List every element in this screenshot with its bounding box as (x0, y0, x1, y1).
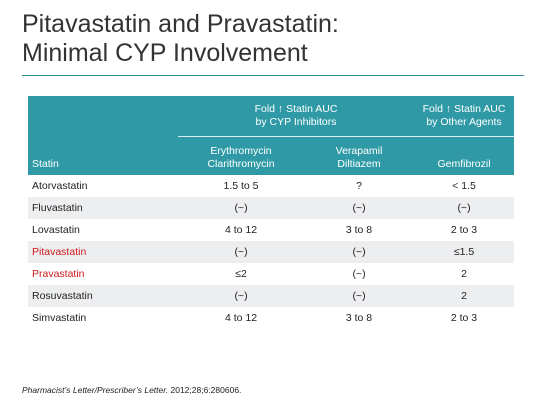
erythromycin-value-cell: 4 to 12 (178, 219, 304, 241)
table-group-header-row: Fold ↑ Statin AUC by CYP Inhibitors Fold… (28, 96, 514, 137)
cyp-inhibitors-group-header: Fold ↑ Statin AUC by CYP Inhibitors (178, 96, 414, 137)
gemfibrozil-value-cell: 2 to 3 (414, 307, 514, 329)
slide-title: Pitavastatin and Pravastatin: Minimal CY… (22, 10, 339, 68)
table-row: Lovastatin 4 to 12 3 to 8 2 to 3 (28, 219, 514, 241)
statin-name-cell: Atorvastatin (28, 175, 178, 197)
verapamil-value-cell: 3 to 8 (304, 219, 414, 241)
gemfibrozil-value-cell: < 1.5 (414, 175, 514, 197)
other-group-header-line-1: Fold ↑ Statin AUC (422, 103, 506, 115)
slide-title-line-1: Pitavastatin and Pravastatin: (22, 10, 339, 38)
verapamil-value-cell: (~) (304, 197, 414, 219)
gemfibrozil-value-cell: 2 (414, 285, 514, 307)
statin-name-cell: Lovastatin (28, 219, 178, 241)
table-row: Pravastatin ≤2 (~) 2 (28, 263, 514, 285)
gemfibrozil-column-header: Gemfibrozil (414, 136, 514, 175)
verapamil-value-cell: ? (304, 175, 414, 197)
gemfibrozil-value-cell: ≤1.5 (414, 241, 514, 263)
reference-detail: 2012;28;6:280606. (168, 385, 242, 395)
table-row: Rosuvastatin (~) (~) 2 (28, 285, 514, 307)
erythromycin-header-label: Erythromycin (210, 145, 272, 157)
statin-name-cell: Simvastatin (28, 307, 178, 329)
verapamil-header-label: Verapamil (335, 145, 383, 157)
statin-name-cell: Fluvastatin (28, 197, 178, 219)
verapamil-column-header: Verapamil Diltiazem (304, 136, 414, 175)
other-agents-group-header: Fold ↑ Statin AUC by Other Agents (414, 96, 514, 137)
verapamil-value-cell: (~) (304, 241, 414, 263)
statin-interaction-table: Fold ↑ Statin AUC by CYP Inhibitors Fold… (28, 96, 514, 329)
table-row: Fluvastatin (~) (~) (~) (28, 197, 514, 219)
gemfibrozil-value-cell: 2 to 3 (414, 219, 514, 241)
erythromycin-value-cell: (~) (178, 197, 304, 219)
gemfibrozil-value-cell: (~) (414, 197, 514, 219)
statin-name-cell: Rosuvastatin (28, 285, 178, 307)
reference-source: Pharmacist’s Letter/Prescriber’s Letter. (22, 385, 169, 395)
statin-name-cell: Pitavastatin (28, 241, 178, 263)
slide-title-line-2: Minimal CYP Involvement (22, 39, 308, 67)
table-row: Simvastatin 4 to 12 3 to 8 2 to 3 (28, 307, 514, 329)
erythromycin-value-cell: ≤2 (178, 263, 304, 285)
clarithromycin-header-label: Clarithromycin (207, 158, 275, 170)
title-divider (22, 75, 524, 76)
statin-name-cell: Pravastatin (28, 263, 178, 285)
verapamil-value-cell: (~) (304, 285, 414, 307)
erythromycin-value-cell: 4 to 12 (178, 307, 304, 329)
verapamil-value-cell: 3 to 8 (304, 307, 414, 329)
diltiazem-header-label: Diltiazem (337, 158, 381, 170)
gemfibrozil-value-cell: 2 (414, 263, 514, 285)
table-row: Atorvastatin 1.5 to 5 ? < 1.5 (28, 175, 514, 197)
table-column-header-row: Statin Erythromycin Clarithromycin Verap… (28, 136, 514, 175)
reference-citation: Pharmacist’s Letter/Prescriber’s Letter.… (22, 385, 241, 395)
cyp-group-header-line-2: by CYP Inhibitors (255, 116, 337, 128)
blank-header-cell (28, 96, 178, 137)
erythromycin-value-cell: (~) (178, 241, 304, 263)
other-group-header-line-2: by Other Agents (426, 116, 502, 128)
erythromycin-column-header: Erythromycin Clarithromycin (178, 136, 304, 175)
verapamil-value-cell: (~) (304, 263, 414, 285)
statin-column-header: Statin (28, 136, 178, 175)
erythromycin-value-cell: (~) (178, 285, 304, 307)
cyp-group-header-line-1: Fold ↑ Statin AUC (254, 103, 338, 115)
table-row: Pitavastatin (~) (~) ≤1.5 (28, 241, 514, 263)
erythromycin-value-cell: 1.5 to 5 (178, 175, 304, 197)
